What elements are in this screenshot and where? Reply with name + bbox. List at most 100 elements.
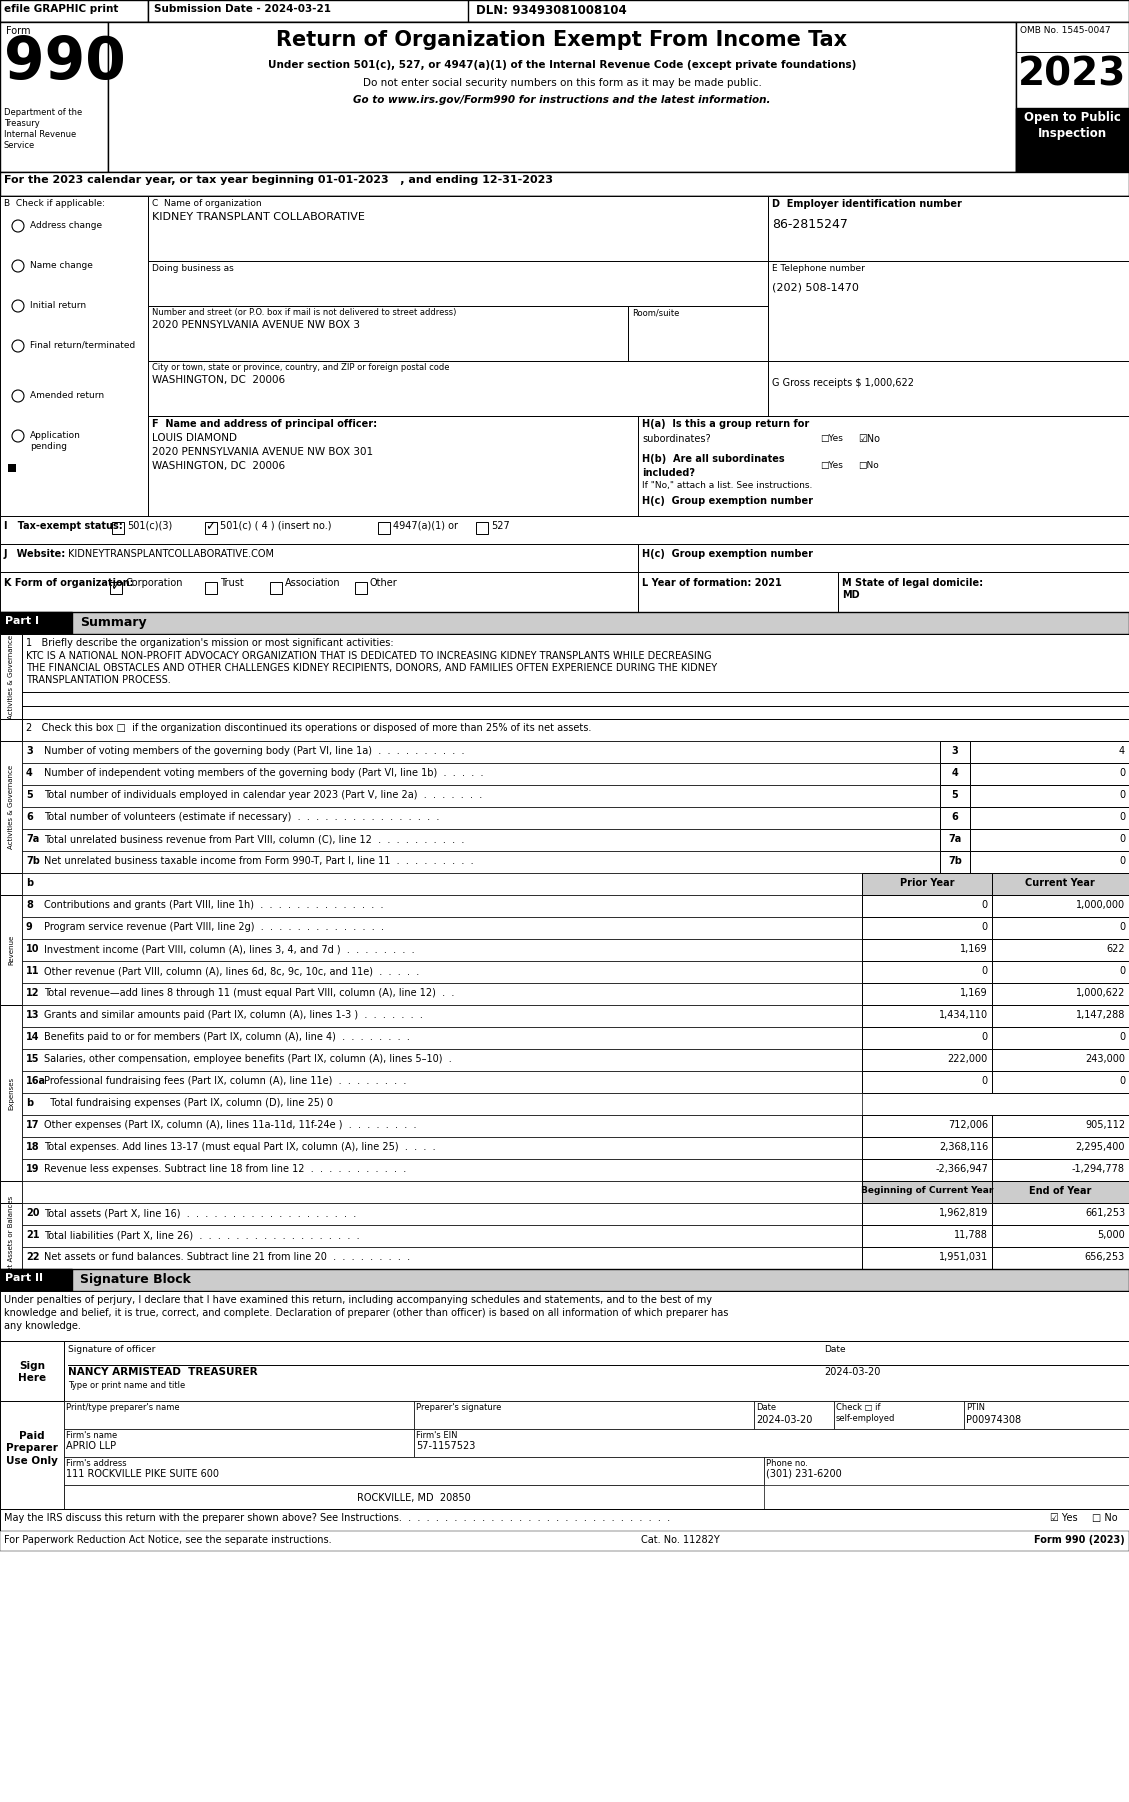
Text: Total number of individuals employed in calendar year 2023 (Part V, line 2a)  . : Total number of individuals employed in …	[44, 789, 482, 800]
Text: Total revenue—add lines 8 through 11 (must equal Part VIII, column (A), line 12): Total revenue—add lines 8 through 11 (mu…	[44, 987, 454, 998]
Bar	[0, 719, 1129, 741]
Text: Number of voting members of the governing body (Part VI, line 1a)  .  .  .  .  .: Number of voting members of the governin…	[44, 746, 464, 757]
Text: 0: 0	[1119, 923, 1124, 932]
Text: KTC IS A NATIONAL NON-PROFIT ADVOCACY ORGANIZATION THAT IS DEDICATED TO INCREASI: KTC IS A NATIONAL NON-PROFIT ADVOCACY OR…	[26, 651, 711, 661]
Text: P00974308: P00974308	[966, 1415, 1021, 1425]
Bar	[638, 544, 1129, 571]
Text: Activities & Governance: Activities & Governance	[8, 634, 14, 719]
Bar	[0, 0, 148, 22]
Text: 1,169: 1,169	[961, 944, 988, 953]
Bar	[0, 634, 21, 719]
Text: Submission Date - 2024-03-21: Submission Date - 2024-03-21	[154, 4, 331, 14]
Text: 1,434,110: 1,434,110	[939, 1009, 988, 1020]
Text: 905,112: 905,112	[1085, 1121, 1124, 1130]
Bar	[970, 741, 1129, 762]
Text: ✓: ✓	[205, 521, 216, 533]
Text: Revenue: Revenue	[8, 935, 14, 966]
Text: 501(c)(3): 501(c)(3)	[126, 521, 173, 532]
Text: 0: 0	[1119, 813, 1124, 822]
Bar	[0, 1400, 1129, 1508]
Text: KIDNEY TRANSPLANT COLLABORATIVE: KIDNEY TRANSPLANT COLLABORATIVE	[152, 213, 365, 222]
Bar	[21, 1180, 863, 1204]
Bar	[0, 896, 21, 1006]
Text: Total liabilities (Part X, line 26)  .  .  .  .  .  .  .  .  .  .  .  .  .  .  .: Total liabilities (Part X, line 26) . . …	[44, 1231, 360, 1240]
Bar	[992, 960, 1129, 984]
Bar	[21, 1247, 863, 1269]
Bar	[970, 762, 1129, 786]
Bar	[355, 582, 367, 595]
Bar	[21, 1094, 863, 1115]
Text: 1,169: 1,169	[961, 987, 988, 998]
Text: Check □ if
self-employed: Check □ if self-employed	[835, 1404, 895, 1424]
Text: efile GRAPHIC print: efile GRAPHIC print	[5, 4, 119, 14]
Bar	[970, 851, 1129, 872]
Text: 14: 14	[26, 1033, 40, 1042]
Text: Part II: Part II	[5, 1272, 43, 1283]
Text: LOUIS DIAMOND: LOUIS DIAMOND	[152, 432, 237, 443]
Bar	[64, 1429, 414, 1458]
Text: 10: 10	[26, 944, 40, 953]
Bar	[992, 1204, 1129, 1225]
Text: 2020 PENNSYLVANIA AVENUE NW BOX 301: 2020 PENNSYLVANIA AVENUE NW BOX 301	[152, 447, 373, 458]
Text: Application
pending: Application pending	[30, 431, 81, 450]
Bar	[970, 807, 1129, 829]
Text: Net Assets or Balances: Net Assets or Balances	[8, 1197, 14, 1276]
Text: 2,295,400: 2,295,400	[1076, 1142, 1124, 1151]
Text: Benefits paid to or for members (Part IX, column (A), line 4)  .  .  .  .  .  . : Benefits paid to or for members (Part IX…	[44, 1033, 410, 1042]
Text: Date: Date	[756, 1404, 776, 1413]
Text: 11,788: 11,788	[954, 1231, 988, 1240]
Bar	[0, 613, 72, 634]
Bar	[112, 523, 124, 533]
Text: 0: 0	[982, 899, 988, 910]
Text: J   Website:: J Website:	[5, 550, 67, 559]
Text: 17: 17	[26, 1121, 40, 1130]
Text: NANCY ARMISTEAD  TREASURER: NANCY ARMISTEAD TREASURER	[68, 1368, 257, 1377]
Bar	[768, 196, 1129, 261]
Text: Salaries, other compensation, employee benefits (Part IX, column (A), lines 5–10: Salaries, other compensation, employee b…	[44, 1054, 452, 1063]
Text: Prior Year: Prior Year	[900, 878, 954, 888]
Text: 1,147,288: 1,147,288	[1076, 1009, 1124, 1020]
Text: 21: 21	[26, 1231, 40, 1240]
Bar	[940, 807, 970, 829]
Bar	[148, 306, 628, 360]
Text: 622: 622	[1106, 944, 1124, 953]
Text: ROCKVILLE, MD  20850: ROCKVILLE, MD 20850	[357, 1494, 471, 1503]
Text: Firm's EIN: Firm's EIN	[415, 1431, 457, 1440]
Bar	[628, 306, 768, 360]
Bar	[21, 960, 863, 984]
Bar	[0, 719, 21, 741]
Bar	[940, 829, 970, 851]
Bar	[940, 741, 970, 762]
Text: 5: 5	[952, 789, 959, 800]
Text: 2,368,116: 2,368,116	[938, 1142, 988, 1151]
Text: E Telephone number: E Telephone number	[772, 265, 865, 272]
Bar	[0, 1180, 21, 1204]
Text: Current Year: Current Year	[1025, 878, 1095, 888]
Text: 7b: 7b	[26, 856, 40, 867]
Text: 4947(a)(1) or: 4947(a)(1) or	[393, 521, 458, 532]
Text: 0: 0	[1119, 966, 1124, 977]
Bar	[21, 1006, 863, 1027]
Bar	[205, 523, 217, 533]
Text: 86-2815247: 86-2815247	[772, 218, 848, 231]
Bar	[21, 1070, 863, 1094]
Text: Other: Other	[370, 578, 397, 587]
Bar	[863, 1180, 992, 1204]
Bar	[970, 786, 1129, 807]
Text: TRANSPLANTATION PROCESS.: TRANSPLANTATION PROCESS.	[26, 676, 170, 685]
Text: 3: 3	[952, 746, 959, 757]
Text: M State of legal domicile:
MD: M State of legal domicile: MD	[842, 578, 983, 600]
Bar	[21, 1027, 863, 1049]
Text: 7b: 7b	[948, 856, 962, 867]
Text: Type or print name and title: Type or print name and title	[68, 1380, 185, 1389]
Text: Amended return: Amended return	[30, 391, 104, 400]
Bar	[863, 1204, 992, 1225]
Text: Signature Block: Signature Block	[80, 1272, 191, 1287]
Text: 7a: 7a	[26, 834, 40, 843]
Bar	[992, 1049, 1129, 1070]
Text: Total unrelated business revenue from Part VIII, column (C), line 12  .  .  .  .: Total unrelated business revenue from Pa…	[44, 834, 464, 843]
Text: Contributions and grants (Part VIII, line 1h)  .  .  .  .  .  .  .  .  .  .  .  : Contributions and grants (Part VIII, lin…	[44, 899, 384, 910]
Text: DLN: 93493081008104: DLN: 93493081008104	[476, 4, 627, 16]
Text: 4: 4	[952, 768, 959, 778]
Text: Preparer's signature: Preparer's signature	[415, 1404, 501, 1413]
